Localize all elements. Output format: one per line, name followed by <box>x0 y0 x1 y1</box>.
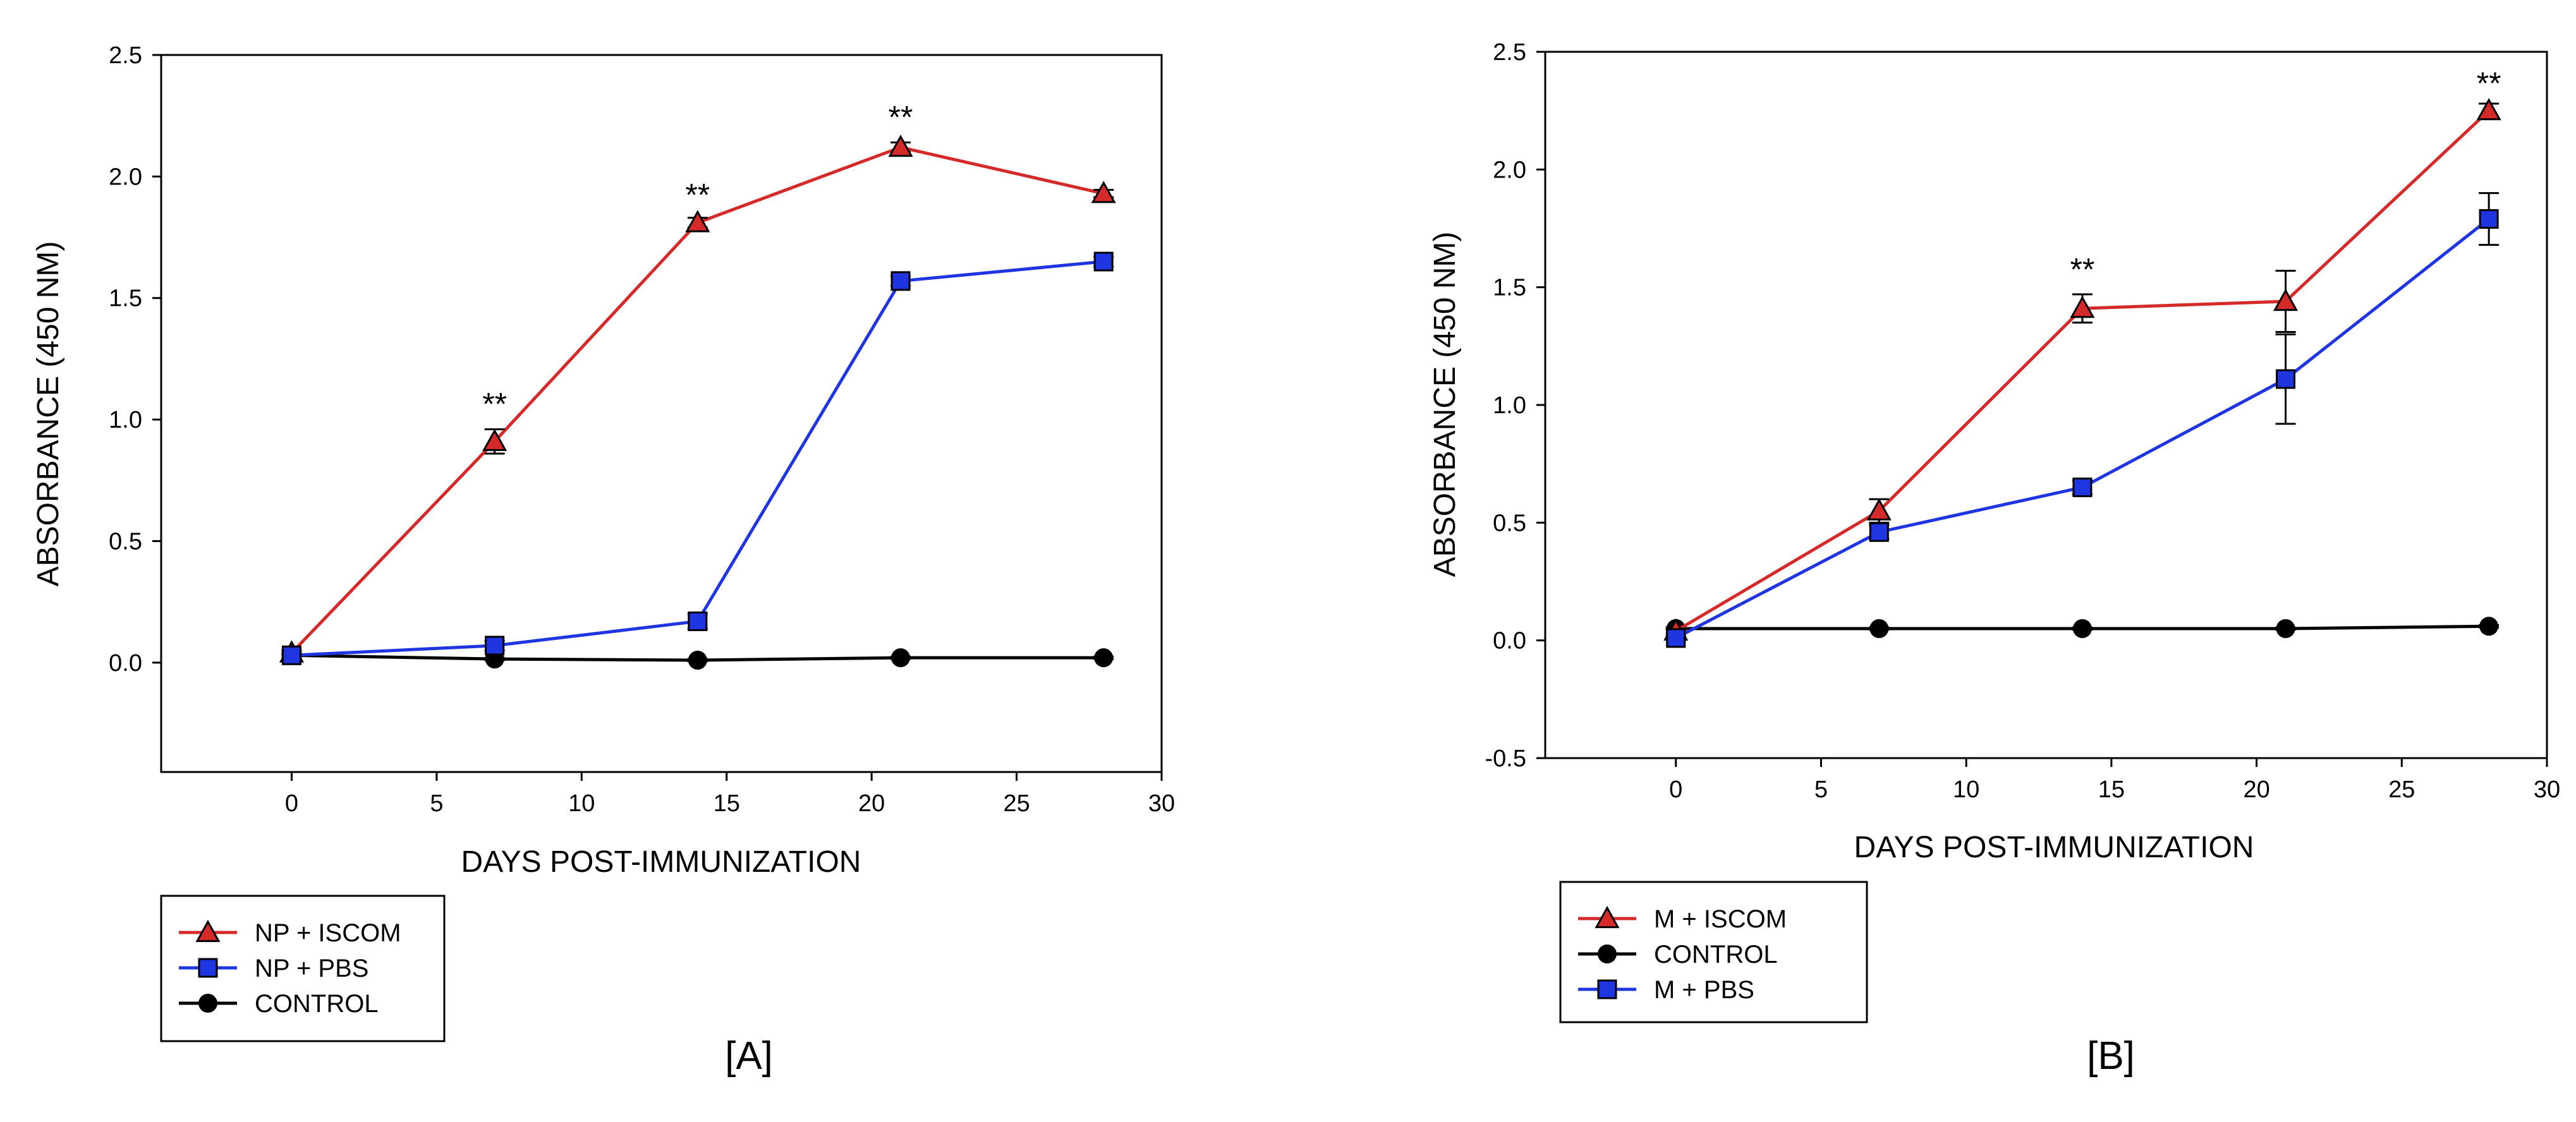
legend-marker <box>198 958 218 978</box>
y-tick-label: 2.5 <box>1493 39 1526 66</box>
data-point <box>1869 619 1889 639</box>
data-point <box>2276 369 2296 389</box>
x-tick-label: 30 <box>1148 790 1175 817</box>
significance-marker: ** <box>2070 251 2094 287</box>
significance-marker: ** <box>482 386 507 421</box>
data-point <box>1091 181 1116 203</box>
legend-marker <box>1598 944 1617 963</box>
x-tick-label: 10 <box>568 790 595 817</box>
x-tick-label: 15 <box>2098 776 2125 803</box>
legend-label: CONTROL <box>255 990 379 1018</box>
y-tick-label: 1.5 <box>1493 275 1526 301</box>
x-tick-label: 10 <box>1953 776 1979 803</box>
panel-label: [B] <box>2087 1034 2135 1078</box>
data-point <box>1866 498 1892 521</box>
y-tick-label: 0.5 <box>109 528 142 555</box>
y-axis-title: ABSORBANCE (450 NM) <box>1428 232 1462 577</box>
data-point <box>2479 617 2499 636</box>
legend-item: M + ISCOM <box>1578 905 1787 933</box>
x-axis-title: DAYS POST-IMMUNIZATION <box>461 845 861 879</box>
y-tick-label: 2.0 <box>1493 157 1526 183</box>
y-tick-label: 0.0 <box>1493 628 1526 654</box>
legend-item: M + PBS <box>1578 976 1754 1004</box>
y-tick-label: 2.0 <box>109 164 142 190</box>
x-tick-label: 5 <box>430 790 443 817</box>
legend-label: NP + PBS <box>255 955 368 982</box>
data-point <box>2479 209 2499 229</box>
data-point <box>688 651 707 670</box>
y-tick-label: 1.5 <box>109 286 142 312</box>
panel-b: 0 5 10 15 20 25 30 -0.5 0.0 0.5 1.0 1.5 2.0 2.5 DAYS P… <box>1428 39 2560 1078</box>
legend-marker <box>1597 979 1617 999</box>
data-point <box>2273 288 2299 311</box>
panel-label: [A] <box>725 1034 773 1078</box>
data-point <box>685 210 710 232</box>
y-tick-label: 0.5 <box>1493 510 1526 536</box>
data-point <box>888 135 913 157</box>
x-axis-title: DAYS POST-IMMUNIZATION <box>1854 831 2254 864</box>
x-tick-label: 15 <box>714 790 740 817</box>
legend: NP + ISCOM NP + PBS CONTROL <box>160 895 446 1042</box>
data-point <box>2072 477 2093 497</box>
data-point <box>688 611 708 631</box>
data-point <box>2276 619 2295 639</box>
legend-label: M + PBS <box>1654 976 1754 1004</box>
panel-a: 0 5 10 15 20 25 30 0.0 0.5 1.0 1.5 2.0 2.5 DAYS POST-… <box>32 42 1175 1078</box>
legend-marker <box>195 919 221 943</box>
legend-item: CONTROL <box>179 990 379 1018</box>
data-point <box>2070 296 2095 318</box>
x-tick-label: 20 <box>2243 776 2269 803</box>
y-tick-label: 2.5 <box>109 42 142 69</box>
y-tick-label: 0.0 <box>109 650 142 677</box>
significance-marker: ** <box>685 178 710 213</box>
y-tick-label: 1.0 <box>1493 392 1526 419</box>
legend-item: NP + ISCOM <box>179 919 401 947</box>
data-point <box>2476 98 2501 121</box>
legend-label: M + ISCOM <box>1654 905 1787 933</box>
legend-label: CONTROL <box>1654 941 1778 968</box>
y-axis-title: ABSORBANCE (450 NM) <box>32 241 65 587</box>
data-point <box>1093 251 1114 272</box>
significance-marker: ** <box>889 99 913 135</box>
x-tick-label: 30 <box>2534 776 2560 803</box>
data-point <box>482 428 507 451</box>
data-point <box>1869 522 1889 542</box>
x-tick-label: 25 <box>2388 776 2415 803</box>
series-m-pbs <box>1665 192 2500 648</box>
legend: M + ISCOM CONTROL M + PBS <box>1559 881 1868 1023</box>
legend-item: CONTROL <box>1578 941 1778 968</box>
x-tick-label: 25 <box>1003 790 1030 817</box>
plot-frame <box>160 54 1163 773</box>
data-point <box>891 648 911 668</box>
data-point <box>1094 648 1114 668</box>
x-tick-label: 0 <box>285 790 298 817</box>
y-tick-label: -0.5 <box>1485 745 1526 772</box>
data-point <box>281 645 301 665</box>
data-point <box>2072 619 2092 639</box>
series-np-pbs <box>281 251 1114 665</box>
data-point <box>485 636 505 656</box>
data-point <box>1666 628 1686 648</box>
legend-label: NP + ISCOM <box>255 919 401 947</box>
x-tick-label: 5 <box>1814 776 1828 803</box>
significance-marker: ** <box>2477 66 2501 101</box>
legend-marker <box>198 994 217 1013</box>
data-point <box>890 271 911 291</box>
y-tick-label: 1.0 <box>109 407 142 433</box>
legend-marker <box>1595 905 1620 929</box>
legend-item: NP + PBS <box>179 955 368 982</box>
x-tick-label: 0 <box>1669 776 1682 803</box>
x-tick-label: 20 <box>858 790 885 817</box>
series-np-iscom <box>279 135 1116 663</box>
